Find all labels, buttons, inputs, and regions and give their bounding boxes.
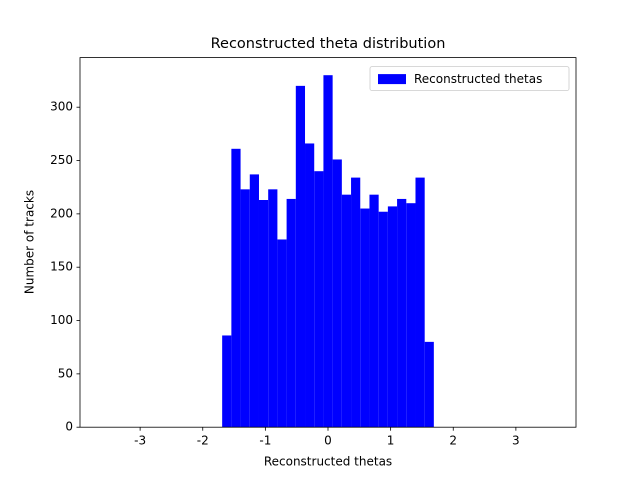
x-tick-label: -1 [259,434,271,448]
y-tick-label: 200 [50,206,73,220]
y-tick-label: 150 [50,260,73,274]
y-tick-label: 0 [65,420,73,434]
bar [406,203,416,428]
bar [277,239,287,428]
legend-box [369,66,570,91]
bar [424,341,434,428]
bar [305,143,315,428]
bar [341,194,352,428]
bar [397,198,407,428]
bar [268,189,278,428]
x-tick-label: -3 [134,434,146,448]
y-axis-label: Number of tracks [23,190,37,294]
x-axis-label: Reconstructed thetas [264,455,392,469]
bar [231,148,241,428]
x-tick-label: -2 [197,434,209,448]
x-tick-label: 3 [512,434,520,448]
bar [222,335,232,428]
bar [351,177,361,428]
y-tick-label: 100 [50,313,73,327]
bar [258,200,269,428]
y-tick-label: 50 [58,366,73,380]
x-tick-label: 2 [449,434,457,448]
bar [415,177,425,428]
bar [314,171,324,428]
x-tick-label: 1 [387,434,395,448]
legend-label: Reconstructed thetas [414,72,542,86]
legend-swatch [378,74,406,85]
bar [360,208,370,428]
bar [249,174,259,428]
bar [286,198,296,428]
bar [240,189,250,428]
bar [323,75,333,428]
y-tick-label: 300 [50,100,73,114]
chart-title: Reconstructed theta distribution [211,36,446,52]
bar [387,206,398,428]
y-tick-label: 250 [50,153,73,167]
bar [295,85,306,428]
bar [332,159,342,428]
bar [378,211,388,428]
bar [369,194,379,428]
x-tick-label: 0 [324,434,332,448]
